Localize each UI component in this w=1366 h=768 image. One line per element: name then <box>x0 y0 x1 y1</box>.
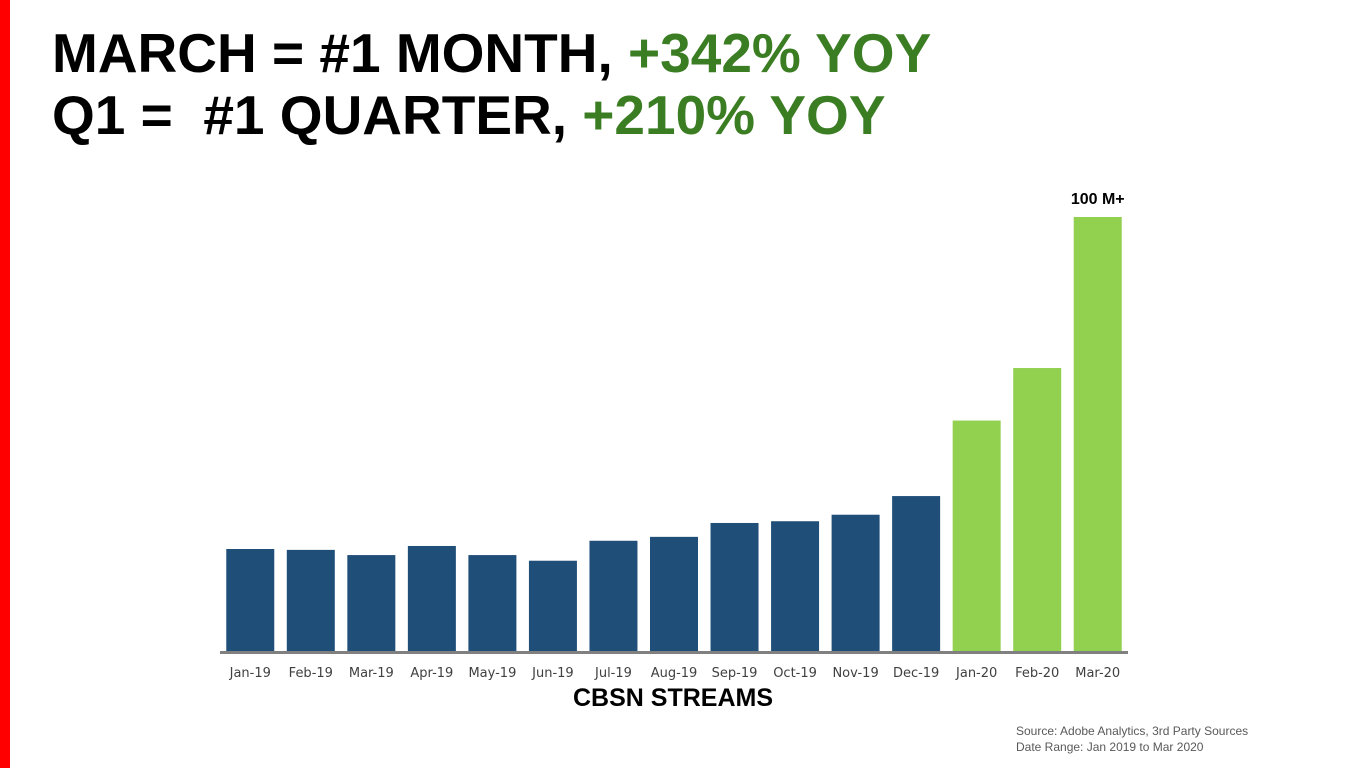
x-tick-label: Nov-19 <box>832 666 878 681</box>
bar-jun-19 <box>528 560 577 651</box>
bar-apr-19 <box>407 545 456 651</box>
bar-jan-20 <box>952 420 1001 651</box>
source-note: Source: Adobe Analytics, 3rd Party Sourc… <box>1016 723 1248 755</box>
x-tick-label: Aug-19 <box>651 666 698 681</box>
bar-sep-19 <box>710 522 759 651</box>
chart-x-axis-title: CBSN STREAMS <box>572 684 773 712</box>
x-tick-label: Jun-19 <box>531 666 574 681</box>
source-text: Source: Adobe Analytics, 3rd Party Sourc… <box>1016 724 1249 738</box>
bar-jul-19 <box>589 540 638 651</box>
x-tick-label: Dec-19 <box>893 666 939 681</box>
bar-oct-19 <box>771 521 820 651</box>
headline-line-2-accent: +210% YOY <box>582 84 886 146</box>
bar-jan-19 <box>226 549 275 651</box>
headline-line-2: Q1 = #1 QUARTER, +210% YOY <box>52 84 886 146</box>
bar-may-19 <box>468 555 517 651</box>
bar-feb-20 <box>1013 368 1062 651</box>
x-tick-label: Feb-20 <box>1015 666 1059 681</box>
headline-line-1-main: MARCH = #1 MONTH, <box>52 22 629 84</box>
bar-aug-19 <box>650 536 698 651</box>
x-tick-label: Jan-19 <box>229 666 271 681</box>
x-tick-label: Mar-20 <box>1075 666 1120 681</box>
x-tick-label: Jan-20 <box>955 666 997 681</box>
bar-mar-19 <box>347 555 396 651</box>
data-label: 100 M+ <box>1071 191 1125 208</box>
headline-line-1: MARCH = #1 MONTH, +342% YOY <box>52 22 931 84</box>
x-tick-label: Mar-19 <box>349 666 394 681</box>
bar-feb-19 <box>286 549 335 651</box>
x-tick-label: Sep-19 <box>712 666 758 681</box>
x-tick-label: Apr-19 <box>410 666 453 681</box>
bar-dec-19 <box>892 496 941 651</box>
x-tick-label: Feb-19 <box>289 666 333 681</box>
bar-nov-19 <box>831 514 880 651</box>
headline-line-2-main: Q1 = #1 QUARTER, <box>52 84 583 146</box>
bar-mar-20 <box>1073 217 1122 651</box>
x-tick-label: Jul-19 <box>594 666 632 681</box>
x-tick-label: Oct-19 <box>773 666 817 681</box>
x-tick-label: May-19 <box>468 666 516 681</box>
headline-line-1-accent: +342% YOY <box>628 22 932 84</box>
date-range-text: Date Range: Jan 2019 to Mar 2020 <box>1016 740 1204 754</box>
red-accent-bar <box>0 0 10 768</box>
